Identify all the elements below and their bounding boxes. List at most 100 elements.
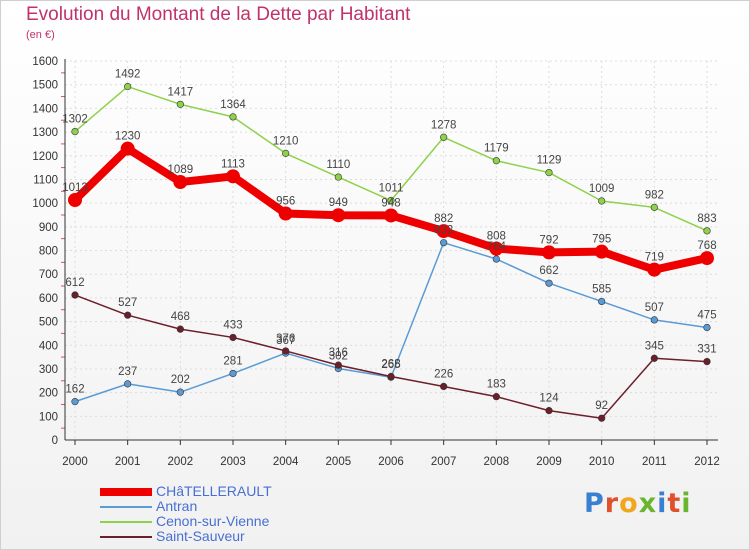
data-label: 882 [434, 213, 453, 225]
data-label: 1013 [62, 182, 88, 194]
y-tick-label: 1200 [32, 151, 58, 163]
data-label: 612 [65, 277, 84, 289]
data-label: 183 [487, 379, 506, 391]
data-point [229, 333, 237, 342]
data-point [124, 82, 132, 91]
y-tick-label: 100 [39, 411, 58, 423]
data-point [436, 224, 451, 239]
data-point [71, 398, 79, 406]
x-tick-label: 2009 [536, 456, 562, 468]
logo-letter: o [619, 488, 639, 519]
data-label: 92 [595, 400, 608, 412]
data-point [440, 133, 448, 141]
y-tick-label: 700 [39, 269, 58, 281]
data-label: 808 [487, 231, 506, 243]
data-point [334, 173, 342, 181]
data-point [703, 227, 711, 235]
y-tick-label: 400 [39, 340, 58, 352]
data-label: 527 [118, 297, 137, 309]
data-point [176, 325, 184, 333]
data-label: 1089 [168, 164, 194, 176]
data-point [173, 175, 188, 190]
data-label: 1492 [115, 69, 141, 81]
data-point [647, 262, 662, 277]
data-label: 1230 [115, 131, 141, 143]
legend-label: Antran [156, 498, 198, 514]
x-tick-label: 2006 [378, 456, 404, 468]
logo-letter: i [681, 488, 692, 519]
data-point [542, 245, 556, 260]
data-point [703, 323, 711, 332]
x-tick-label: 2000 [62, 456, 88, 468]
data-point [598, 197, 606, 205]
data-label: 376 [276, 333, 295, 345]
data-label: 433 [223, 319, 242, 331]
data-point [226, 169, 240, 184]
x-tick-label: 2003 [220, 456, 246, 468]
data-point [176, 100, 184, 108]
data-label: 475 [697, 309, 716, 321]
data-point [68, 193, 82, 208]
chart-title: Evolution du Montant de la Dette par Hab… [26, 4, 411, 25]
data-point [71, 291, 79, 299]
data-point [650, 354, 658, 362]
y-tick-label: 1100 [33, 174, 58, 186]
data-point [703, 357, 711, 366]
data-point [176, 388, 184, 396]
data-label: 833 [434, 225, 453, 237]
data-label: 237 [118, 366, 137, 378]
data-point [387, 372, 395, 381]
x-tick-label: 2002 [168, 456, 194, 468]
x-tick-label: 2010 [589, 456, 615, 468]
data-point [489, 241, 504, 256]
data-labels: 1013 1230 1089 1113 956 949 948 882 808 792 795 719… [62, 69, 716, 413]
data-point [124, 380, 132, 388]
data-label: 1009 [589, 183, 615, 195]
data-label: 768 [697, 240, 716, 252]
data-label: 281 [223, 355, 242, 367]
chart-axes: 0 100 200 300 400 500 600 700 800 900 1000 1100 1200… [32, 56, 719, 468]
x-tick-label: 2012 [694, 456, 720, 468]
data-label: 367 [276, 335, 295, 347]
logo-letter: i [657, 488, 668, 519]
data-point [440, 239, 448, 247]
x-tick-label: 2007 [431, 456, 457, 468]
x-tick-label: 2001 [115, 456, 141, 468]
y-tick-label: 0 [52, 435, 58, 447]
data-point [120, 141, 135, 156]
data-label: 795 [592, 234, 611, 246]
data-point [229, 113, 237, 121]
y-tick-label: 300 [39, 364, 58, 376]
data-label: 1278 [431, 119, 457, 131]
data-label: 949 [329, 197, 348, 209]
x-tick-label: 2011 [642, 456, 667, 468]
data-label: 764 [487, 241, 507, 253]
data-label: 316 [329, 347, 348, 359]
data-point [492, 157, 500, 165]
y-tick-label: 1600 [32, 56, 58, 68]
x-tick-label: 2004 [273, 456, 299, 468]
data-point [387, 196, 395, 205]
data-point [334, 361, 342, 369]
logo-letter: t [667, 488, 682, 519]
data-label: 162 [65, 384, 84, 396]
data-label: 948 [381, 197, 400, 209]
logo-letter: P [584, 488, 605, 519]
data-label: 662 [539, 265, 558, 277]
data-label: 331 [697, 344, 716, 356]
data-point [598, 414, 606, 422]
data-point [492, 255, 500, 263]
legend-swatch [100, 488, 152, 496]
y-tick-label: 600 [39, 293, 58, 305]
chart-grid [65, 60, 718, 441]
y-tick-label: 500 [39, 317, 58, 329]
chart-series [68, 82, 714, 422]
data-point [700, 251, 714, 266]
data-point [278, 206, 293, 221]
y-tick-label: 200 [39, 388, 58, 400]
proxiti-logo: Proxiti [584, 488, 692, 519]
data-label: 226 [434, 368, 453, 380]
legend-label: Saint-Sauveur [156, 528, 245, 544]
legend-swatch [100, 506, 152, 508]
